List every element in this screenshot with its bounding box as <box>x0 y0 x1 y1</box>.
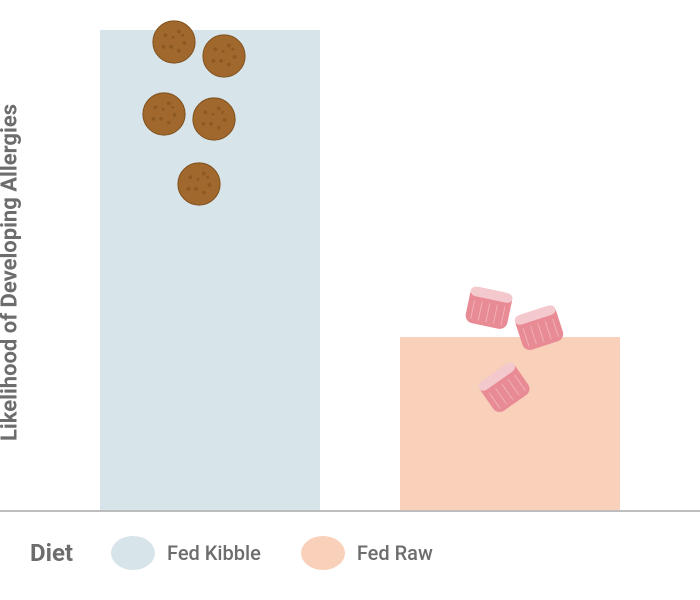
legend-label: Fed Kibble <box>167 541 261 565</box>
legend-label: Fed Raw <box>357 541 433 565</box>
legend-swatch <box>301 536 345 570</box>
kibble-icon <box>150 18 198 66</box>
legend-item: Fed Raw <box>301 536 433 570</box>
bars-container <box>100 10 690 510</box>
legend: Diet Fed Kibble Fed Raw <box>30 536 433 570</box>
y-axis-label: Likelihood of Developing Allergies <box>0 104 23 441</box>
legend-items: Fed Kibble Fed Raw <box>111 536 433 570</box>
legend-item: Fed Kibble <box>111 536 261 570</box>
kibble-icon <box>175 160 223 208</box>
chart-area <box>60 10 690 510</box>
kibble-icon <box>140 90 188 138</box>
legend-title: Diet <box>30 539 73 567</box>
kibble-icon <box>200 32 248 80</box>
legend-swatch <box>111 536 155 570</box>
x-axis-baseline <box>0 510 700 512</box>
kibble-icon <box>190 95 238 143</box>
